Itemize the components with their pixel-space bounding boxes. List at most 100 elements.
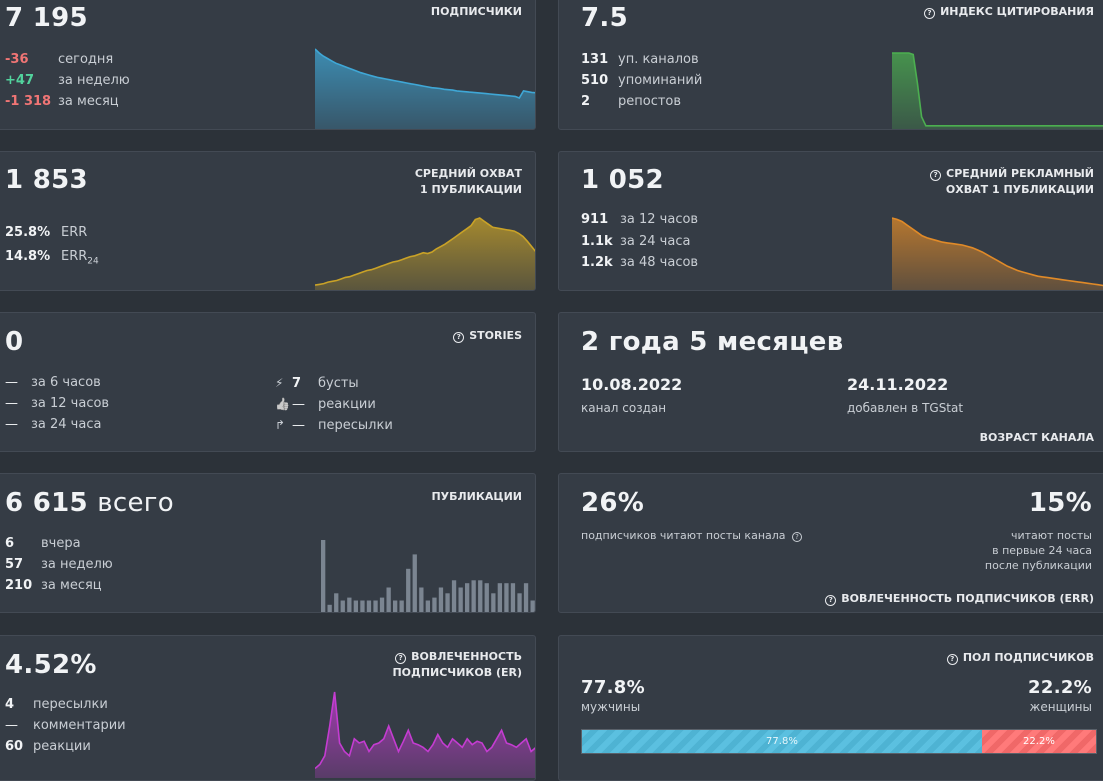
reach-err24-label: ERR [61, 249, 88, 264]
er-value: 4.52% [5, 650, 97, 680]
age-card[interactable]: 2 года 5 месяцев 10.08.2022 канал создан… [558, 312, 1103, 452]
stories-reactions: 👍 — реакции [275, 396, 376, 413]
posts-card[interactable]: 6 615 всего ПУБЛИКАЦИИ 6 вчера 57 за недел… [0, 473, 536, 613]
help-icon[interactable]: ? [453, 332, 465, 343]
subscribers-week: +47 за неделю [5, 73, 130, 89]
chart-bar [530, 600, 535, 612]
stories-forwards: ↱ — пересылки [275, 417, 393, 434]
stories-card[interactable]: 0 ? STORIES — за 6 часов — за 12 часов — за … [0, 312, 536, 452]
chart-bar [478, 580, 483, 612]
er-card[interactable]: 4.52% ? ВОВЛЕЧЕННОСТЬ ПОДПИСЧИКОВ (ER) 4 пе… [0, 635, 536, 781]
chart-area [315, 692, 535, 778]
chart-bar [510, 583, 516, 612]
stories-12h-label: за 12 часов [31, 396, 110, 411]
thumbs-up-icon: 👍 [275, 397, 290, 411]
help-icon[interactable]: ? [946, 654, 958, 665]
posts-week-value: 57 [5, 557, 24, 572]
chart-bar [438, 587, 444, 612]
stories-value: 0 [5, 327, 24, 357]
subscribers-week-value: +47 [5, 73, 34, 88]
ad-reach-48h: 1.2k за 48 часов [581, 255, 698, 271]
chart-bar [334, 593, 339, 612]
chart-bar [419, 587, 424, 612]
posts-value: 6 615 всего [5, 488, 174, 518]
posts-month-label: за месяц [41, 578, 102, 593]
reach-err24: 14.8% ERR24 [5, 249, 99, 270]
ad-reach-24h: 1.1k за 24 часа [581, 234, 690, 250]
gender-bar: 77.8% 22.2% [581, 729, 1097, 754]
ad-reach-title: ? СРЕДНИЙ РЕКЛАМНЫЙ ОХВАТ 1 ПУБЛИКАЦИИ [930, 166, 1094, 198]
citation-channels: 131 уп. каналов [581, 52, 699, 68]
chart-bar [432, 597, 437, 612]
chart-bar [347, 597, 352, 612]
gender-card[interactable]: ? ПОЛ ПОДПИСЧИКОВ 77.8% мужчины 22.2% жен… [558, 635, 1103, 781]
chart-bar [379, 597, 385, 612]
citation-reposts-value: 2 [581, 94, 591, 109]
chart-area [315, 218, 535, 290]
posts-total-unit: всего [97, 488, 174, 518]
chart-bar [484, 583, 489, 612]
citation-title-wrap: ? ИНДЕКС ЦИТИРОВАНИЯ [924, 4, 1094, 20]
chart-area [892, 53, 1103, 129]
created-label: канал создан [581, 401, 667, 415]
male-label: мужчины [581, 700, 641, 714]
subscribers-today-value: -36 [5, 52, 29, 67]
gender-title-wrap: ? ПОЛ ПОДПИСЧИКОВ [946, 650, 1094, 666]
ad-reach-card[interactable]: 1 052 ? СРЕДНИЙ РЕКЛАМНЫЙ ОХВАТ 1 ПУБЛИКАЦ… [558, 151, 1103, 291]
subscribers-month: -1 318 за месяц [5, 94, 119, 110]
help-icon[interactable]: ? [395, 653, 407, 664]
err-title-wrap: ? ВОВЛЕЧЕННОСТЬ ПОДПИСЧИКОВ (ERR) [825, 591, 1094, 607]
err-card[interactable]: 26% подписчиков читают посты канала ? 15… [558, 473, 1103, 613]
posts-month: 210 за месяц [5, 578, 102, 594]
help-icon[interactable]: ? [930, 170, 942, 181]
reach-chart [315, 217, 535, 290]
reach-card[interactable]: 1 853 СРЕДНИЙ ОХВАТ 1 ПУБЛИКАЦИИ 25.8% ERR… [0, 151, 536, 291]
chart-bar [321, 540, 326, 612]
help-icon[interactable]: ? [924, 8, 936, 19]
reach-err-label: ERR [61, 225, 88, 240]
err-title: ВОВЛЕЧЕННОСТЬ ПОДПИСЧИКОВ (ERR) [841, 592, 1094, 605]
help-icon[interactable]: ? [825, 595, 837, 606]
female-value: 22.2% [1028, 677, 1092, 698]
chart-bar [504, 583, 509, 612]
stories-reactions-label: реакции [318, 397, 376, 412]
ad-reach-title-line1: СРЕДНИЙ РЕКЛАМНЫЙ [946, 167, 1094, 180]
posts-yesterday: 6 вчера [5, 536, 81, 552]
chart-bar [458, 587, 463, 612]
stories-boosts-value: 7 [292, 376, 302, 391]
citation-channels-label: уп. каналов [618, 52, 699, 67]
gender-bar-female: 22.2% [981, 730, 1096, 753]
subscribers-chart [315, 48, 535, 129]
help-icon[interactable]: ? [792, 532, 803, 542]
chart-bar [471, 580, 476, 612]
stories-24h-value: — [5, 417, 18, 432]
err-right-value: 15% [1028, 488, 1092, 518]
er-reactions-value: 60 [5, 739, 24, 754]
posts-total: 6 615 [5, 488, 88, 518]
chart-bar [327, 604, 332, 612]
chart-bar [517, 593, 522, 612]
subscribers-week-label: за неделю [58, 73, 130, 88]
added-label: добавлен в TGStat [847, 401, 964, 415]
err-right-line2: в первые 24 часа [992, 544, 1092, 557]
stories-6h-value: — [5, 375, 18, 390]
reach-title-line1: СРЕДНИЙ ОХВАТ [414, 167, 522, 180]
citation-card[interactable]: 7.5 ? ИНДЕКС ЦИТИРОВАНИЯ 131 уп. каналов 5… [558, 0, 1103, 130]
ad-reach-48h-value: 1.2k [581, 255, 613, 270]
subscribers-card[interactable]: 7 195 ПОДПИСЧИКИ -36 сегодня +47 за неделю… [0, 0, 536, 130]
stories-boosts: ⚡ 7 бусты [275, 375, 359, 392]
reach-err24-sub: 24 [87, 256, 99, 267]
chart-bar [406, 568, 411, 612]
chart-bar [386, 587, 391, 612]
posts-week: 57 за неделю [5, 557, 113, 573]
err-left-text: подписчиков читают посты канала ? [581, 528, 803, 543]
stories-6h-label: за 6 часов [31, 375, 101, 390]
female-label: женщины [1029, 700, 1092, 714]
ad-reach-chart [892, 217, 1103, 290]
ad-reach-24h-label: за 24 часа [620, 234, 691, 249]
chart-line [892, 52, 1103, 127]
subscribers-value: 7 195 [5, 3, 88, 33]
chart-area [315, 49, 535, 129]
citation-channels-value: 131 [581, 52, 609, 67]
posts-yesterday-value: 6 [5, 536, 15, 551]
